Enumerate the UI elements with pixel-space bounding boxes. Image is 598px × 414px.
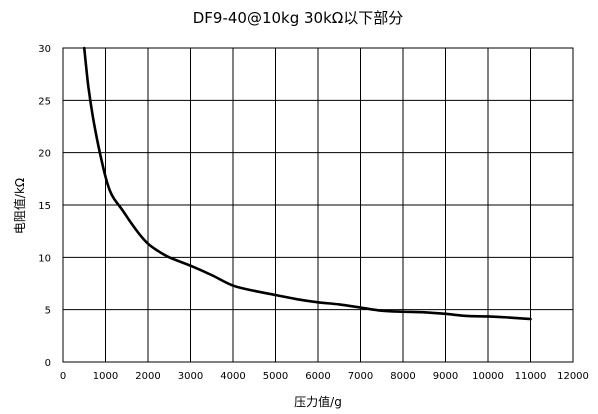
- x-tick-label: 10000: [472, 371, 504, 382]
- tick-labels: 0 1000 2000 3000 4000 5000 6000 7000 8000 9000 100…: [38, 44, 589, 382]
- grid: [63, 48, 573, 362]
- x-tick-label: 3000: [178, 371, 203, 382]
- series-line-0: [82, 46, 532, 321]
- y-tick-label: 15: [38, 201, 51, 212]
- x-axis-label: 压力值/g: [294, 394, 342, 409]
- x-tick-label: 1000: [93, 371, 118, 382]
- series-layer: [82, 46, 532, 321]
- x-tick-label: 4000: [220, 371, 245, 382]
- x-tick-label: 2000: [135, 371, 160, 382]
- y-tick-label: 20: [38, 149, 51, 160]
- x-tick-label: 12000: [557, 371, 589, 382]
- y-axis-label: 电阻值/kΩ: [12, 178, 27, 234]
- y-tick-label: 10: [38, 253, 51, 264]
- x-tick-label: 8000: [390, 371, 415, 382]
- x-tick-label: 5000: [263, 371, 288, 382]
- y-tick-label: 0: [45, 358, 51, 369]
- chart-title: DF9-40@10kg 30kΩ以下部分: [193, 9, 404, 27]
- x-tick-label: 9000: [433, 371, 458, 382]
- x-tick-label: 0: [60, 371, 66, 382]
- x-tick-label: 7000: [348, 371, 373, 382]
- x-tick-label: 11000: [515, 371, 547, 382]
- y-tick-label: 30: [38, 44, 51, 55]
- x-tick-label: 6000: [305, 371, 330, 382]
- y-tick-label: 25: [38, 96, 51, 107]
- plot-area: [62, 47, 574, 363]
- y-tick-label: 5: [45, 306, 51, 317]
